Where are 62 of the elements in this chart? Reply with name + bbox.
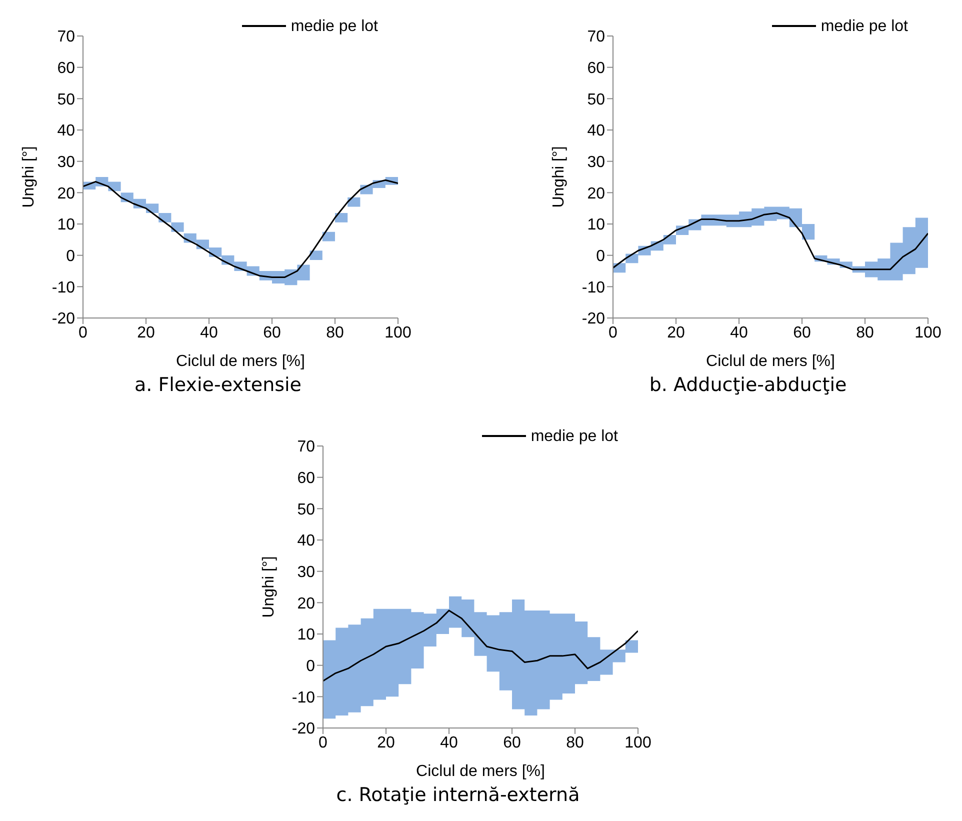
y-tick-label: 60 <box>297 470 316 488</box>
x-tick-label: 80 <box>566 734 584 752</box>
y-tick-label: 0 <box>306 658 316 676</box>
line-series <box>613 212 928 270</box>
y-tick-label: -20 <box>582 310 606 328</box>
y-tick-label: 50 <box>587 91 606 108</box>
y-tick-label: -10 <box>582 279 606 296</box>
x-axis-title: Ciclul de mers [%] <box>416 763 545 780</box>
y-tick-label: 30 <box>57 154 76 172</box>
text: a. Flexie-extensie <box>133 374 302 396</box>
y-tick-label: 50 <box>57 91 76 108</box>
x-tick-label: 100 <box>384 324 412 342</box>
legend-label: medie pe lot <box>820 18 908 35</box>
y-tick-label: 60 <box>587 60 606 78</box>
y-tick-label: 20 <box>297 595 316 612</box>
y-tick-label: -10 <box>292 689 316 706</box>
text: c. Rotaţie internă-externă <box>335 784 581 806</box>
x-tick-label: 60 <box>793 324 811 342</box>
y-tick-label: 0 <box>596 248 606 266</box>
y-tick-label: 40 <box>297 532 316 550</box>
y-axis-title: Unghi [°] <box>20 146 38 208</box>
x-tick-label: 60 <box>503 734 521 752</box>
y-tick-label: 30 <box>587 154 606 172</box>
y-tick-label: 70 <box>587 28 606 46</box>
y-tick-label: 70 <box>297 438 316 456</box>
y-tick-label: 10 <box>297 626 316 644</box>
y-axis-title: Unghi [°] <box>260 556 278 618</box>
text: b. Adducţie-abducţie <box>648 374 848 396</box>
x-tick-label: 40 <box>200 324 218 342</box>
legend-label: medie pe lot <box>530 428 618 445</box>
x-axis-title: Ciclul de mers [%] <box>176 353 305 370</box>
x-tick-label: 0 <box>78 324 88 342</box>
y-tick-label: 60 <box>57 60 76 78</box>
y-tick-label: 0 <box>66 248 76 266</box>
x-tick-label: 20 <box>137 324 155 342</box>
x-tick-label: 80 <box>326 324 344 342</box>
y-tick-label: 50 <box>297 501 316 518</box>
y-tick-label: 20 <box>587 185 606 202</box>
x-tick-label: 100 <box>624 734 652 752</box>
x-tick-label: 0 <box>318 734 328 752</box>
x-tick-label: 40 <box>440 734 458 752</box>
y-tick-label: 30 <box>297 564 316 582</box>
x-tick-label: 20 <box>377 734 395 752</box>
x-tick-label: 80 <box>856 324 874 342</box>
legend-label: medie pe lot <box>290 18 378 35</box>
y-tick-label: -10 <box>52 279 76 296</box>
x-tick-label: 0 <box>608 324 618 342</box>
y-tick-label: 70 <box>57 28 76 46</box>
y-tick-label: -20 <box>292 720 316 738</box>
x-tick-label: 20 <box>667 324 685 342</box>
y-tick-label: 20 <box>57 185 76 202</box>
line-series <box>323 610 638 682</box>
y-tick-label: -20 <box>52 310 76 328</box>
y-tick-label: 40 <box>587 122 606 140</box>
y-tick-label: 10 <box>57 216 76 234</box>
x-tick-label: 60 <box>263 324 281 342</box>
y-axis-title: Unghi [°] <box>550 146 568 208</box>
y-tick-label: 40 <box>57 122 76 140</box>
y-tick-label: 10 <box>587 216 606 234</box>
x-tick-label: 40 <box>730 324 748 342</box>
x-tick-label: 100 <box>914 324 942 342</box>
x-axis-title: Ciclul de mers [%] <box>706 353 835 370</box>
